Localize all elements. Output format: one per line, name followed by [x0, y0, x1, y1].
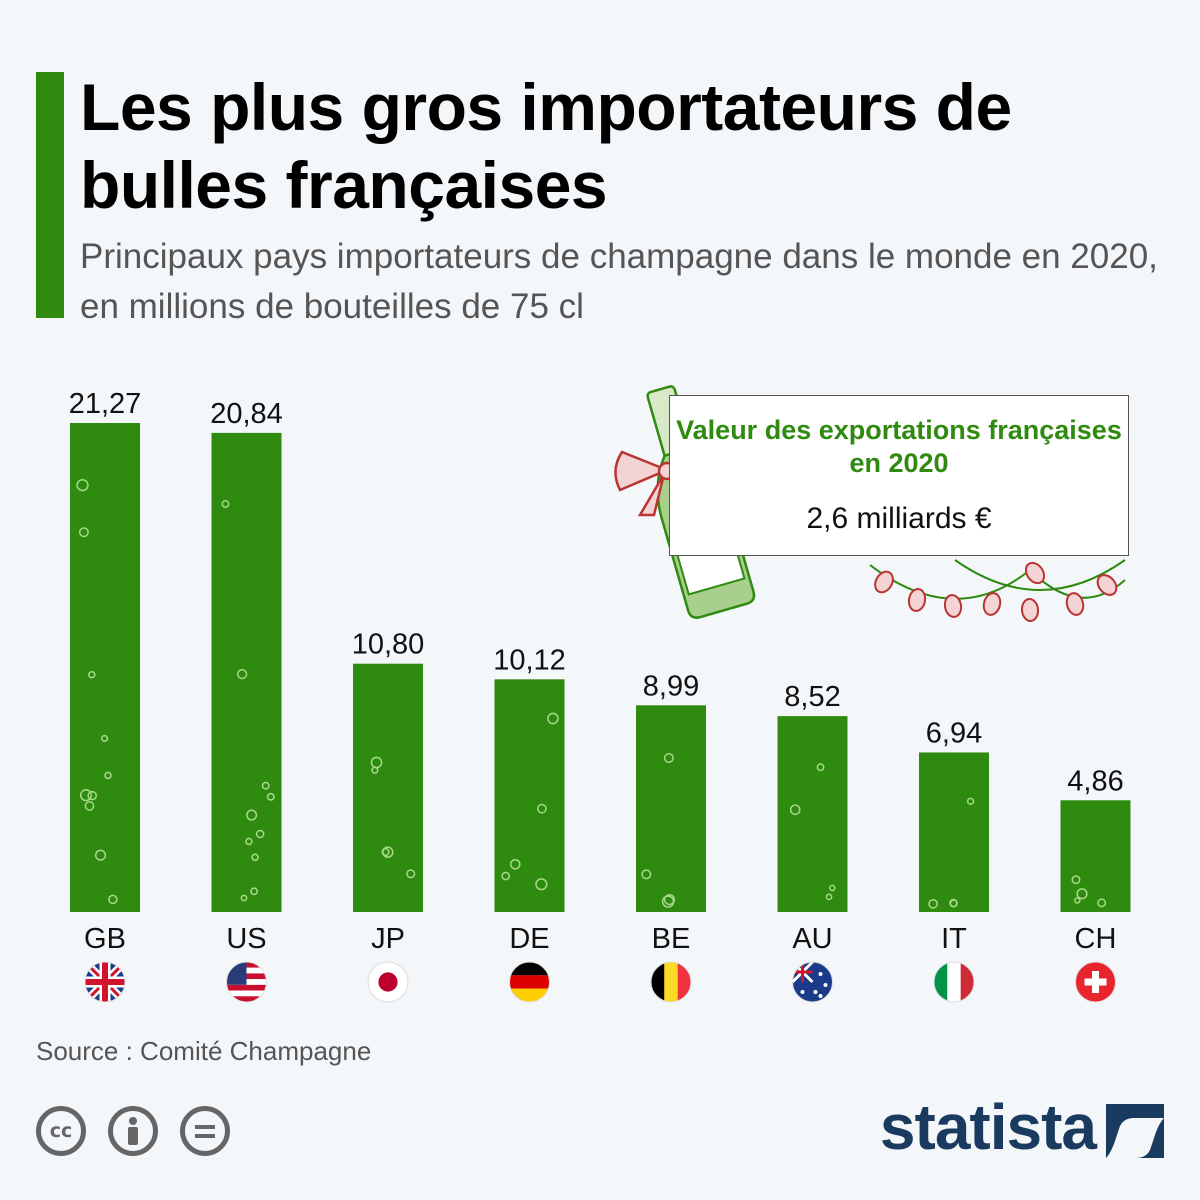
bubble	[78, 527, 89, 538]
data-label-au: 8,52	[784, 681, 840, 713]
bubble	[663, 893, 676, 906]
bubble	[88, 670, 96, 679]
bubble	[1071, 875, 1081, 885]
bubble	[509, 859, 521, 870]
page-subtitle: Principaux pays importateurs de champagn…	[80, 237, 1158, 326]
data-label-jp: 10,80	[352, 629, 425, 661]
bubble	[535, 878, 548, 891]
data-label-de: 10,12	[493, 644, 566, 676]
data-label-it: 6,94	[926, 717, 982, 749]
bar-gb	[70, 423, 140, 912]
bubble	[79, 789, 93, 802]
source-note: Source : Comité Champagne	[36, 1036, 372, 1066]
bubble	[84, 801, 95, 811]
bar-au	[777, 716, 848, 912]
page-title: Les plus gros importateurs de bulles fra…	[80, 70, 1012, 222]
bubble	[251, 853, 259, 862]
bubble	[825, 893, 833, 901]
cc-icon[interactable]: cc	[36, 1106, 86, 1156]
us-flag-icon	[226, 961, 267, 1003]
bubble	[1097, 898, 1107, 908]
bubble	[246, 809, 258, 821]
bubble	[240, 894, 248, 902]
bubbles-decoration	[76, 478, 1107, 909]
category-label-it: IT	[941, 923, 967, 955]
bar-be	[636, 705, 706, 912]
bubble	[104, 771, 112, 780]
category-label-de: DE	[509, 923, 549, 955]
bar-chart: 21,27 20,84 10,80 10,12 8,99 8,52 6,94 4,86 GB U…	[69, 385, 1131, 1003]
statista-logo-icon	[1106, 1104, 1164, 1158]
data-label-gb: 21,27	[69, 388, 142, 420]
export-value: 2,6 milliards €	[806, 502, 992, 535]
flags	[84, 961, 1116, 1003]
bubble	[501, 871, 511, 881]
export-value-label: Valeur des exportations françaises en 20…	[676, 415, 1122, 478]
italy-flag-icon	[933, 961, 975, 1003]
bubble	[641, 869, 652, 880]
bubble	[816, 763, 825, 772]
title-accent-bar	[36, 72, 64, 318]
category-label-gb: GB	[84, 923, 126, 955]
bubble	[663, 753, 674, 764]
bubble	[536, 803, 547, 814]
data-label-us: 20,84	[210, 398, 283, 430]
category-label-jp: JP	[371, 923, 405, 955]
uk-flag-icon	[84, 961, 126, 1003]
bar-ch	[1060, 800, 1131, 912]
japan-flag-icon	[367, 961, 409, 1003]
bubble	[94, 849, 107, 861]
bubble	[255, 829, 265, 839]
bubble	[100, 734, 109, 743]
bar-jp	[353, 663, 423, 912]
belgium-flag-icon	[650, 961, 692, 1003]
category-labels: GB US JP DE BE AU IT CH	[84, 923, 1116, 955]
bubble	[1074, 897, 1081, 904]
attribution-icon[interactable]	[108, 1106, 158, 1156]
switzerland-flag-icon	[1075, 961, 1116, 1003]
bubble	[236, 668, 248, 680]
bubble	[1076, 888, 1088, 900]
bubble	[928, 899, 938, 909]
bubble	[370, 756, 383, 769]
bar-it	[919, 752, 989, 912]
bubble	[76, 478, 89, 492]
bubble	[547, 712, 559, 725]
category-label-au: AU	[792, 923, 832, 955]
category-label-be: BE	[652, 923, 691, 955]
bubble	[266, 792, 275, 801]
bubble	[108, 894, 118, 905]
category-label-ch: CH	[1075, 923, 1117, 955]
bubble	[245, 837, 253, 846]
bubble	[949, 898, 958, 908]
bubble	[966, 797, 975, 806]
bubble	[87, 790, 97, 801]
data-labels: 21,27 20,84 10,80 10,12 8,99 8,52 6,94 4,86	[69, 388, 1124, 797]
data-label-be: 8,99	[643, 670, 699, 702]
statista-logo[interactable]: statista	[879, 1091, 1097, 1163]
export-value-box: Valeur des exportations françaises en 20…	[669, 395, 1129, 556]
bubble	[221, 500, 230, 508]
bubble	[250, 887, 259, 896]
bubble	[828, 884, 836, 892]
category-label-us: US	[226, 923, 266, 955]
bubble	[789, 804, 801, 816]
data-label-ch: 4,86	[1067, 765, 1123, 797]
australia-flag-icon	[792, 961, 833, 1003]
bubble	[406, 869, 416, 879]
germany-flag-icon	[509, 961, 550, 1003]
bubble	[261, 781, 270, 790]
noderivs-icon[interactable]	[180, 1106, 230, 1156]
bubble	[381, 848, 390, 857]
